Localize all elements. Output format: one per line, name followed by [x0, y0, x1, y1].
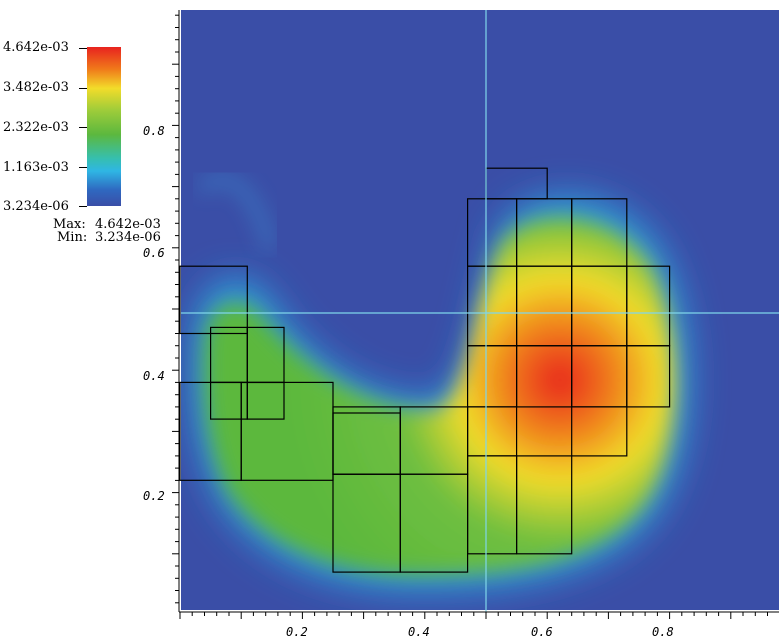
legend-tick-mark — [79, 88, 87, 89]
legend-tick-label: 4.642e-03 — [3, 40, 69, 55]
y-tick-label: 0.8 — [143, 124, 165, 138]
x-tick-label: 0.2 — [286, 625, 308, 639]
mesh-grid — [179, 167, 671, 573]
mesh-cell — [571, 406, 628, 457]
legend-tick-label: 3.482e-03 — [3, 80, 69, 95]
legend-tick-mark — [79, 206, 87, 207]
legend-tick-label: 3.234e-06 — [3, 199, 69, 214]
field-layer — [192, 172, 689, 590]
colorbar — [87, 47, 121, 206]
legend-tick-mark — [79, 167, 87, 168]
field-inner — [204, 217, 676, 575]
min-value: 3.234e-06 — [95, 230, 161, 245]
x-tick-label: 0.4 — [408, 625, 430, 639]
y-tick-label: 0.2 — [143, 489, 165, 503]
mesh-cell — [515, 455, 573, 555]
legend-tick-label: 2.322e-03 — [3, 120, 69, 135]
max-label: Max: — [53, 217, 86, 232]
max-value: 4.642e-03 — [95, 217, 161, 232]
y-tick-label: 0.6 — [143, 246, 165, 260]
x-tick-label: 0.8 — [652, 625, 674, 639]
x-tick-label: 0.6 — [531, 625, 553, 639]
legend-tick-mark — [79, 127, 87, 128]
mesh-cell — [179, 265, 248, 335]
color-legend: 4.642e-03 3.482e-03 2.322e-03 1.163e-03 … — [0, 0, 180, 260]
mesh-cell — [571, 198, 628, 267]
min-label: Min: — [57, 230, 88, 245]
legend-tick-label: 1.163e-03 — [3, 160, 69, 175]
y-tick-label: 0.4 — [143, 369, 165, 383]
legend-tick-mark — [79, 48, 87, 49]
mesh-cell — [626, 265, 671, 347]
axis-minor-ticks — [172, 14, 768, 619]
cyan-rim-top — [195, 172, 277, 252]
